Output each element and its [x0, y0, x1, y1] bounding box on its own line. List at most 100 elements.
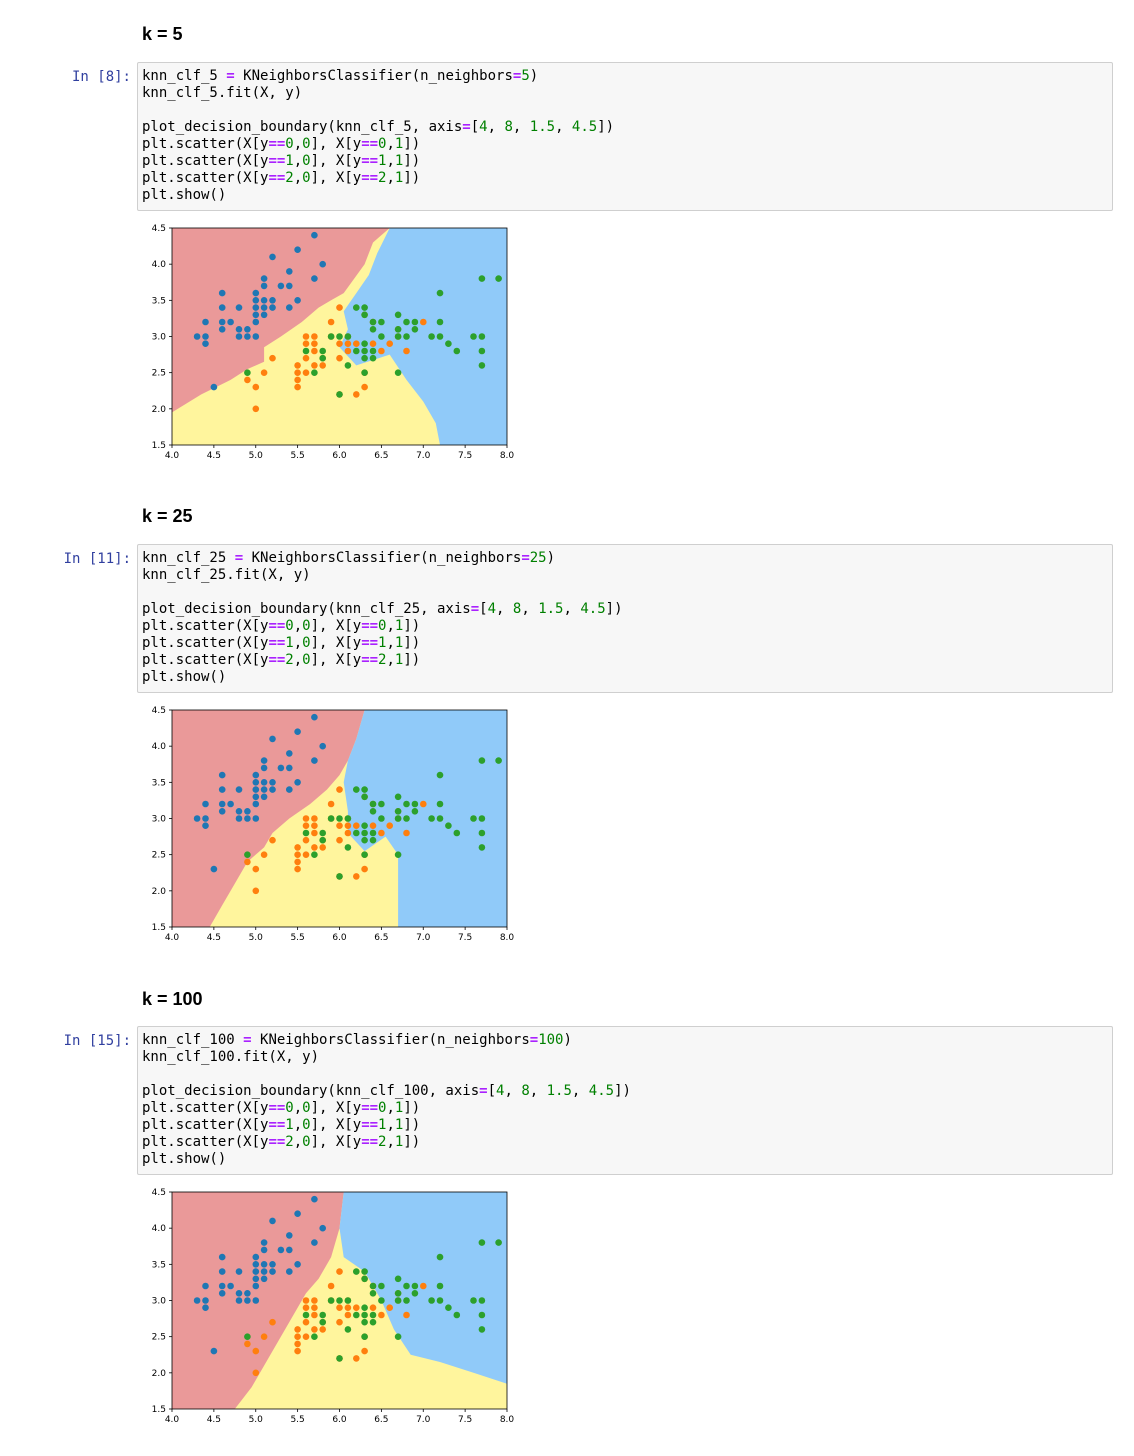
region-class0 — [172, 710, 365, 927]
code-token: == — [268, 1134, 286, 1150]
scatter-point-class1 — [311, 1297, 318, 1304]
scatter-point-class2 — [470, 333, 477, 340]
code-token: ], X[y — [310, 1134, 362, 1150]
code-token: 0 — [302, 153, 311, 169]
scatter-point-class1 — [302, 369, 310, 376]
code-cell[interactable]: knn_clf_5 = KNeighborsClassifier(n_neigh… — [137, 62, 1113, 211]
scatter-point-class0 — [252, 1253, 260, 1261]
code-token: 8 — [521, 1083, 530, 1099]
scatter-point-class2 — [495, 757, 502, 764]
code-token: ], X[y — [310, 170, 362, 186]
scatter-point-class1 — [403, 829, 410, 837]
scatter-point-class0 — [235, 304, 243, 311]
x-tick-label: 7.0 — [416, 1415, 431, 1425]
scatter-point-class0 — [260, 793, 268, 801]
scatter-point-class2 — [394, 793, 402, 801]
y-tick-label: 2.0 — [152, 405, 167, 415]
code-token: ]) — [403, 635, 421, 651]
y-tick-label: 4.5 — [152, 706, 166, 716]
scatter-point-class2 — [327, 333, 335, 340]
scatter-point-class2 — [411, 808, 419, 815]
scatter-point-class2 — [478, 815, 486, 822]
code-token: = — [243, 1032, 252, 1048]
code-token: , — [571, 1083, 589, 1099]
scatter-point-class1 — [302, 1318, 310, 1326]
code-token: , — [293, 652, 303, 668]
scatter-point-class2 — [436, 815, 444, 822]
code-token: 1 — [285, 153, 294, 169]
scatter-point-class0 — [244, 326, 251, 333]
scatter-point-class0 — [319, 260, 326, 268]
scatter-point-class1 — [344, 1304, 352, 1311]
code-token: == — [268, 153, 286, 169]
code-cell[interactable]: knn_clf_25 = KNeighborsClassifier(n_neig… — [137, 544, 1113, 693]
scatter-point-class2 — [403, 318, 410, 326]
code-token: 4 — [487, 601, 497, 617]
code-token: 1.5 — [529, 119, 556, 135]
x-tick-label: 4.5 — [207, 1415, 221, 1425]
code-token: [ — [479, 601, 488, 617]
scatter-point-class2 — [369, 318, 377, 326]
code-cell[interactable]: knn_clf_100 = KNeighborsClassifier(n_nei… — [137, 1026, 1113, 1175]
scatter-point-class2 — [478, 333, 486, 340]
scatter-point-class0 — [244, 1297, 251, 1304]
scatter-point-class0 — [235, 1290, 243, 1297]
scatter-point-class0 — [269, 253, 276, 261]
code-token: = — [226, 68, 235, 84]
scatter-point-class2 — [411, 1282, 419, 1290]
code-token: plt.scatter(X[y — [142, 1117, 269, 1133]
code-token: ]) — [403, 153, 421, 169]
scatter-point-class2 — [361, 1311, 368, 1319]
scatter-point-class1 — [294, 1347, 301, 1355]
x-tick-label: 7.0 — [416, 933, 431, 943]
scatter-point-class0 — [277, 282, 285, 290]
scatter-point-class2 — [361, 1318, 368, 1326]
code-token: , — [512, 119, 530, 135]
scatter-point-class1 — [311, 333, 318, 340]
code-token: 25 — [529, 550, 547, 566]
scatter-point-class2 — [361, 1333, 368, 1340]
code-line: knn_clf_25.fit(X, y) — [142, 567, 311, 583]
code-token: , — [293, 170, 303, 186]
scatter-point-class0 — [260, 1261, 268, 1268]
scatter-point-class0 — [252, 779, 260, 786]
code-token: 1 — [285, 635, 294, 651]
scatter-point-class2 — [369, 1290, 377, 1297]
scatter-point-class1 — [336, 304, 343, 311]
scatter-point-class2 — [361, 1268, 368, 1275]
input-prompt: In [11]: — [63, 551, 131, 567]
code-token: 4.5 — [571, 119, 598, 135]
code-token: 0 — [302, 635, 311, 651]
x-tick-label: 6.0 — [332, 933, 347, 943]
scatter-point-class2 — [394, 851, 402, 858]
code-block[interactable]: knn_clf_100 = KNeighborsClassifier(n_nei… — [138, 1027, 1112, 1173]
scatter-point-class1 — [269, 354, 276, 362]
scatter-point-class0 — [235, 1297, 243, 1304]
x-tick-label: 4.0 — [165, 933, 180, 943]
scatter-point-class2 — [453, 1311, 461, 1319]
scatter-point-class1 — [302, 851, 310, 858]
code-block[interactable]: knn_clf_5 = KNeighborsClassifier(n_neigh… — [138, 63, 1112, 209]
x-tick-label: 5.5 — [290, 451, 304, 461]
scatter-point-class0 — [235, 333, 243, 340]
scatter-point-class1 — [327, 318, 335, 326]
code-line: knn_clf_5 = KNeighborsClassifier(n_neigh… — [142, 68, 538, 84]
code-block[interactable]: knn_clf_25 = KNeighborsClassifier(n_neig… — [138, 545, 1112, 691]
code-token: == — [268, 136, 286, 152]
code-token: plt.scatter(X[y — [142, 1100, 269, 1116]
y-tick-label: 4.0 — [152, 260, 167, 270]
scatter-point-class1 — [361, 1347, 368, 1355]
code-token: == — [361, 170, 379, 186]
scatter-point-class1 — [244, 376, 251, 384]
x-tick-label: 8.0 — [500, 451, 515, 461]
scatter-point-class2 — [361, 369, 368, 376]
scatter-point-class0 — [218, 808, 226, 815]
scatter-point-class0 — [269, 779, 276, 786]
scatter-point-class0 — [260, 1246, 268, 1254]
scatter-point-class1 — [378, 1311, 385, 1319]
scatter-point-class0 — [294, 297, 301, 304]
scatter-point-class1 — [378, 829, 385, 837]
scatter-point-class1 — [311, 815, 318, 822]
scatter-point-class1 — [294, 851, 301, 858]
scatter-point-class0 — [227, 318, 234, 326]
